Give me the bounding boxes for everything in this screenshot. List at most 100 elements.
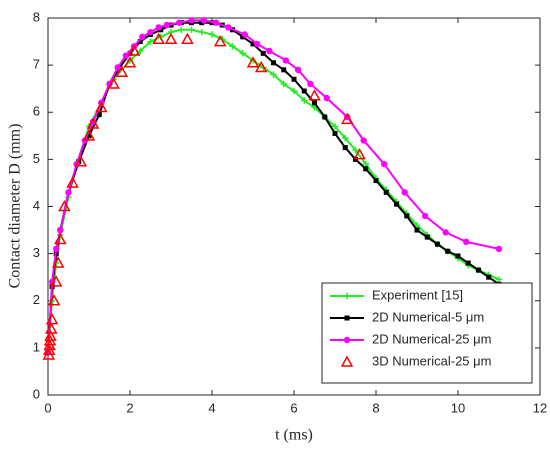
marker: [312, 100, 317, 106]
marker: [271, 60, 276, 66]
y-tick-label: 8: [33, 9, 40, 24]
marker: [137, 39, 143, 45]
y-axis-label: Contact diameter D (mm): [7, 124, 24, 289]
y-tick-label: 4: [33, 198, 40, 213]
marker: [486, 274, 492, 280]
marker: [495, 245, 503, 253]
marker: [404, 213, 410, 219]
marker: [54, 232, 67, 245]
marker: [260, 50, 266, 56]
marker: [86, 133, 92, 139]
marker: [95, 100, 108, 113]
x-tick-label: 4: [208, 400, 215, 415]
marker: [281, 67, 287, 73]
y-tick-label: 6: [33, 104, 40, 119]
marker: [294, 66, 302, 74]
marker: [254, 60, 268, 73]
marker: [381, 160, 388, 168]
y-tick-label: 2: [33, 292, 40, 307]
marker: [253, 40, 261, 48]
x-tick-label: 6: [290, 400, 297, 415]
marker: [147, 38, 154, 45]
marker: [57, 226, 64, 234]
marker: [66, 176, 79, 188]
marker: [332, 130, 338, 136]
legend-marker: [343, 336, 351, 344]
marker: [308, 89, 321, 101]
x-tick-label: 0: [44, 400, 51, 415]
marker: [74, 155, 88, 167]
marker: [137, 47, 144, 55]
marker: [290, 87, 298, 95]
marker: [96, 112, 102, 118]
legend-marker: [344, 315, 350, 321]
marker: [322, 114, 328, 120]
legend-label: Experiment [15]: [372, 287, 463, 302]
marker: [323, 94, 330, 102]
marker: [58, 199, 71, 212]
marker: [280, 80, 287, 88]
marker: [163, 21, 171, 29]
legend-marker: [340, 355, 354, 367]
marker: [188, 17, 195, 24]
marker: [114, 64, 121, 71]
legend-label: 3D Numerical-25 μm: [372, 353, 491, 368]
marker: [476, 267, 481, 273]
y-tick-label: 1: [33, 339, 40, 354]
marker: [152, 32, 165, 44]
marker: [352, 146, 359, 154]
x-tick-label: 10: [451, 400, 465, 415]
marker: [229, 43, 236, 50]
marker: [246, 56, 260, 68]
x-axis-label: t (ms): [275, 427, 313, 444]
marker: [301, 97, 308, 104]
legend-box: [321, 282, 533, 384]
marker: [45, 322, 58, 334]
marker: [139, 33, 146, 41]
plot-frame: [47, 17, 541, 396]
marker: [44, 329, 57, 341]
marker: [435, 241, 440, 247]
marker: [250, 41, 256, 47]
marker: [181, 32, 194, 44]
marker: [107, 77, 120, 89]
marker: [442, 229, 449, 236]
marker: [307, 80, 314, 88]
marker: [53, 245, 60, 253]
marker: [424, 234, 430, 240]
marker: [198, 28, 205, 36]
x-tick-label: 8: [372, 400, 379, 415]
marker: [291, 76, 297, 82]
marker: [208, 31, 216, 38]
marker: [164, 32, 178, 44]
marker: [127, 44, 141, 56]
marker: [122, 52, 130, 59]
marker: [394, 201, 399, 207]
marker: [147, 28, 154, 36]
marker: [383, 189, 389, 195]
marker: [342, 134, 349, 142]
marker: [239, 50, 246, 57]
marker: [353, 148, 366, 160]
legend-label: 2D Numerical-5 μm: [372, 309, 484, 324]
marker: [465, 260, 471, 266]
marker: [155, 24, 162, 31]
marker: [86, 117, 100, 129]
marker: [422, 212, 429, 220]
legend-label: 2D Numerical-25 μm: [372, 331, 491, 346]
marker: [115, 65, 129, 77]
marker: [51, 256, 65, 268]
y-tick-label: 0: [33, 386, 40, 401]
y-tick-label: 7: [33, 57, 40, 72]
marker: [270, 71, 277, 78]
marker: [241, 31, 248, 38]
marker: [373, 178, 379, 184]
marker: [188, 26, 195, 33]
marker: [225, 24, 232, 31]
marker: [401, 189, 408, 196]
marker: [463, 238, 470, 246]
marker: [212, 19, 220, 26]
marker: [362, 160, 369, 168]
